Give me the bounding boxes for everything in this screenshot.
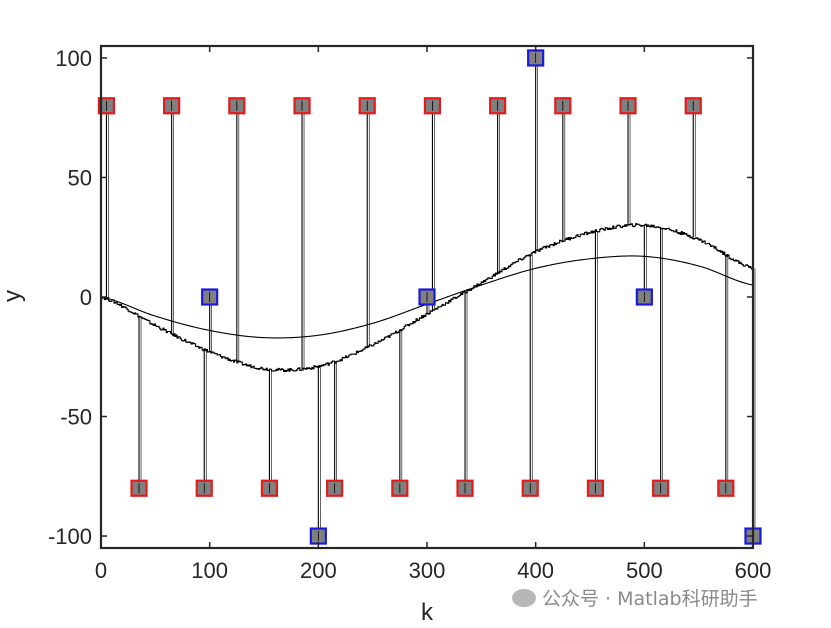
y-axis-ticks: -100 -50 0 50 100	[48, 46, 753, 549]
y-tick-label: -100	[48, 524, 92, 549]
wechat-icon	[512, 589, 536, 607]
y-tick-label: 0	[80, 285, 92, 310]
x-tick-label: 600	[735, 558, 772, 583]
x-tick-label: 200	[300, 558, 337, 583]
x-axis-label: k	[421, 599, 434, 626]
plot-area	[97, 44, 762, 550]
x-tick-label: 0	[95, 558, 107, 583]
x-tick-label: 500	[626, 558, 663, 583]
x-tick-label: 400	[517, 558, 554, 583]
y-axis-label: y	[0, 290, 26, 302]
y-tick-label: 50	[68, 165, 92, 190]
watermark: 公众号 · Matlab科研助手	[512, 584, 758, 611]
y-tick-label: -50	[60, 405, 92, 430]
x-axis-ticks: 0 100 200 300 400 500 600	[95, 46, 771, 583]
y-tick-label: 100	[55, 46, 92, 71]
x-tick-label: 100	[191, 558, 228, 583]
x-tick-label: 300	[409, 558, 446, 583]
watermark-text: 公众号 · Matlab科研助手	[542, 588, 758, 610]
